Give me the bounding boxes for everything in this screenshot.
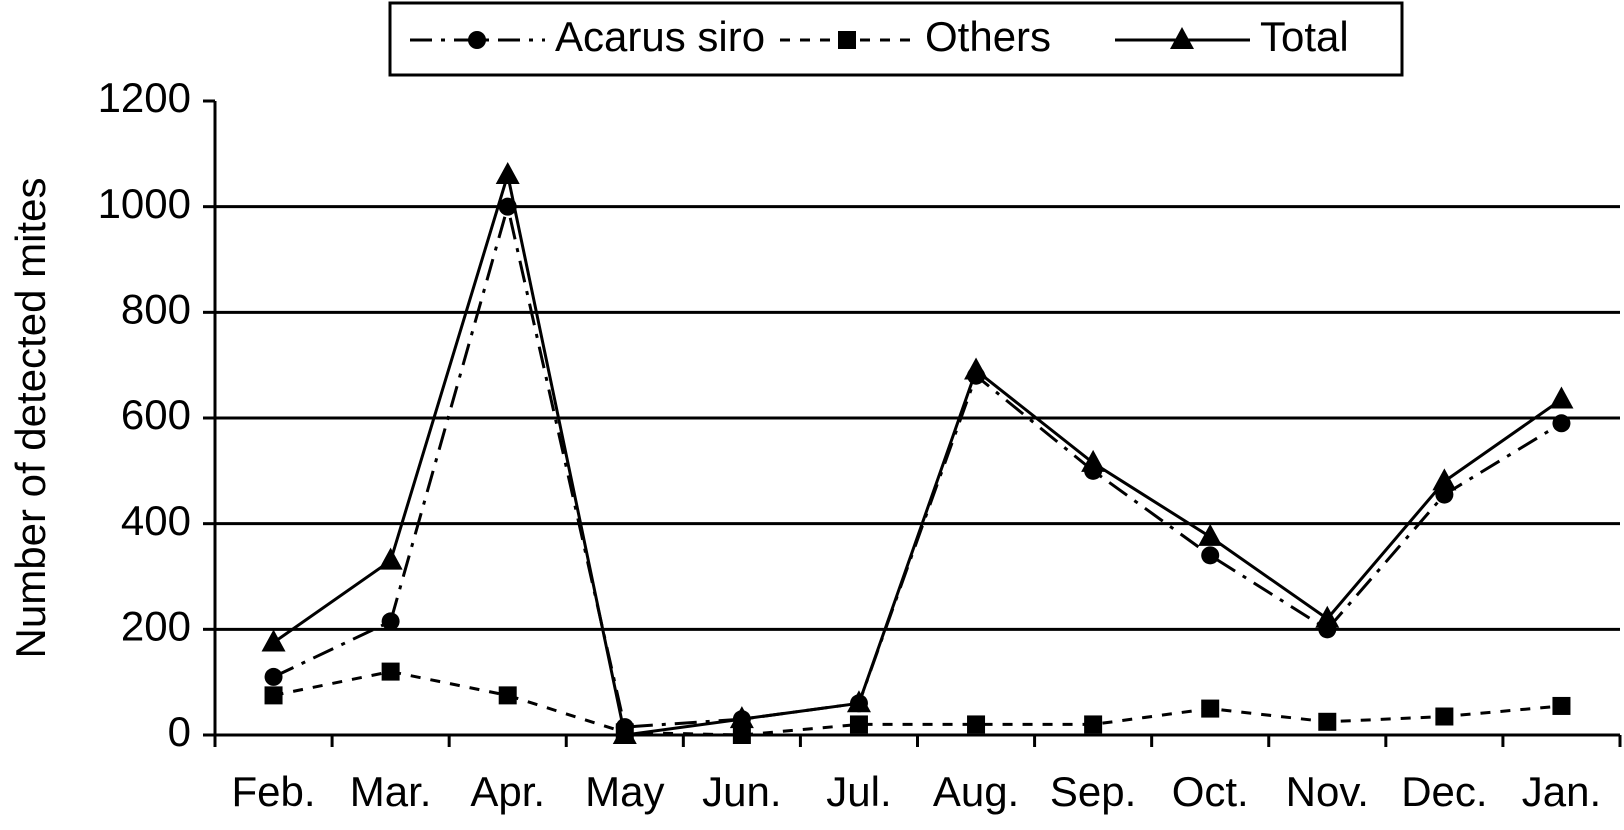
x-tick-label: Jun. bbox=[702, 768, 781, 815]
point bbox=[729, 706, 754, 729]
x-tick-label: Mar. bbox=[350, 768, 432, 815]
y-tick-label: 0 bbox=[168, 708, 191, 755]
point bbox=[378, 547, 403, 570]
series-line bbox=[272, 206, 1563, 729]
point bbox=[264, 667, 283, 686]
y-axis-title: Number of detected mites bbox=[7, 178, 54, 659]
y-tick-label: 400 bbox=[121, 497, 191, 544]
y-tick-label: 1200 bbox=[98, 74, 191, 121]
point bbox=[1198, 523, 1223, 546]
point bbox=[849, 715, 868, 734]
x-tick-label: Aug. bbox=[933, 768, 1019, 815]
point bbox=[1084, 715, 1103, 734]
x-tick-label: May bbox=[585, 768, 664, 815]
point bbox=[261, 629, 286, 652]
point bbox=[1315, 605, 1340, 628]
x-tick-label: Jan. bbox=[1522, 768, 1601, 815]
y-tick-label: 600 bbox=[121, 391, 191, 438]
point bbox=[1435, 707, 1454, 726]
legend-marker bbox=[1170, 27, 1194, 49]
x-tick-label: Feb. bbox=[232, 768, 316, 815]
legend-label: Acarus siro bbox=[555, 13, 765, 60]
point bbox=[498, 686, 517, 705]
point bbox=[1552, 414, 1571, 433]
point bbox=[1201, 699, 1220, 718]
point bbox=[381, 612, 400, 631]
x-tick-label: Oct. bbox=[1172, 768, 1249, 815]
point bbox=[1552, 696, 1571, 715]
point bbox=[1432, 468, 1457, 491]
point bbox=[264, 686, 283, 705]
point bbox=[612, 722, 637, 744]
point bbox=[1081, 449, 1106, 472]
point bbox=[495, 161, 520, 184]
x-tick-label: Apr. bbox=[470, 768, 545, 815]
x-tick-label: Sep. bbox=[1050, 768, 1136, 815]
x-tick-label: Nov. bbox=[1286, 768, 1369, 815]
legend-marker bbox=[838, 31, 856, 49]
point bbox=[1549, 386, 1574, 409]
point bbox=[846, 690, 871, 713]
point bbox=[1201, 546, 1220, 565]
legend-marker bbox=[468, 31, 486, 49]
x-tick-label: Dec. bbox=[1401, 768, 1487, 815]
point bbox=[964, 357, 989, 380]
series-line bbox=[272, 174, 1563, 737]
y-tick-label: 800 bbox=[121, 285, 191, 332]
point bbox=[1318, 712, 1337, 731]
series-line bbox=[273, 670, 1562, 737]
point bbox=[732, 726, 751, 744]
point bbox=[967, 715, 986, 734]
legend-label: Others bbox=[925, 13, 1051, 60]
y-tick-label: 200 bbox=[121, 602, 191, 649]
legend-label: Total bbox=[1260, 13, 1349, 60]
legend-box bbox=[388, 1, 1404, 77]
point bbox=[381, 662, 400, 681]
x-tick-label: Jul. bbox=[826, 768, 891, 815]
y-tick-label: 1000 bbox=[98, 180, 191, 227]
